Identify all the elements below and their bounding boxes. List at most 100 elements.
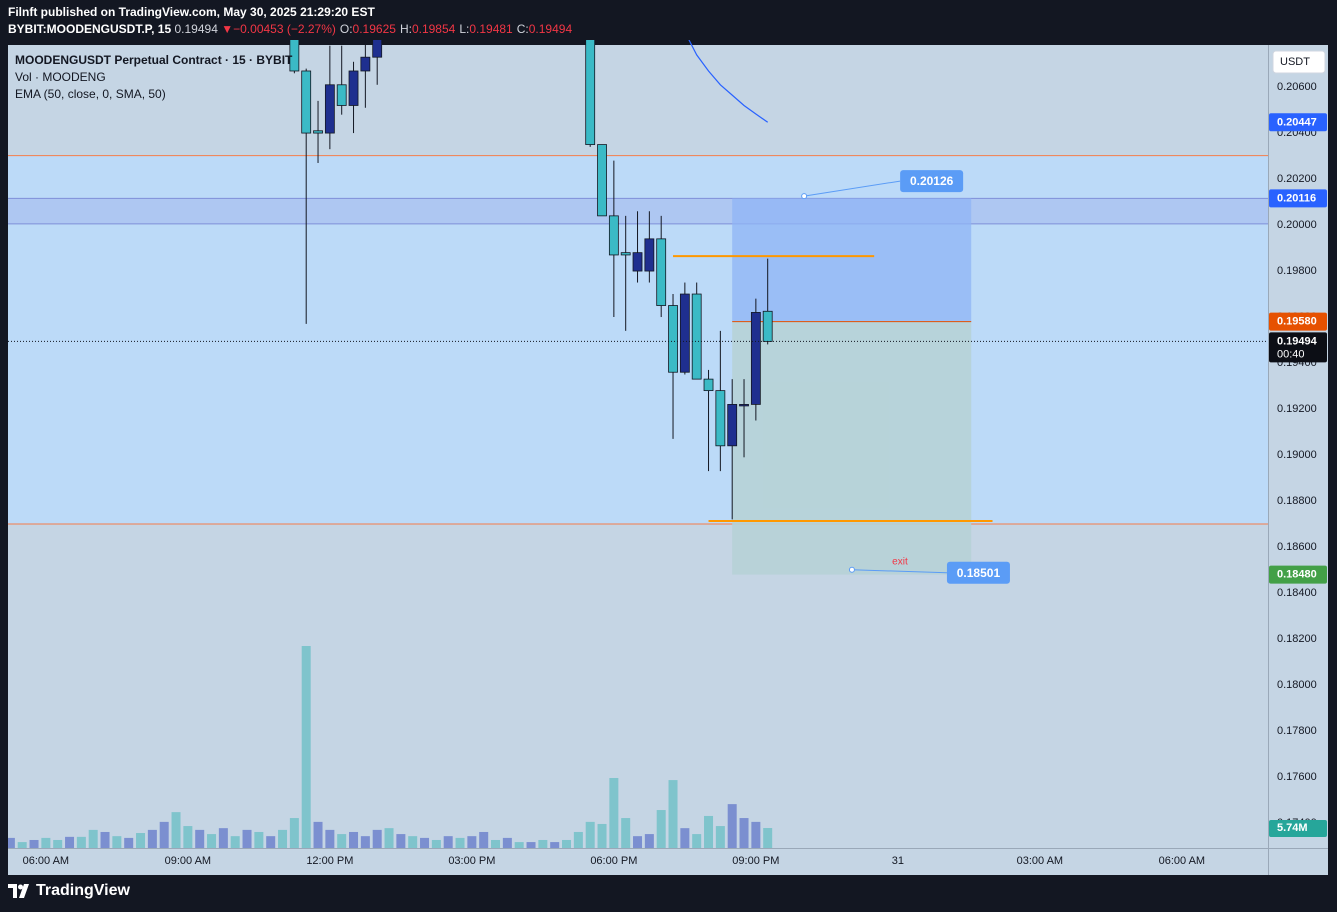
volume-bar <box>621 818 631 848</box>
volume-bar <box>609 777 619 848</box>
volume-bar <box>763 828 773 848</box>
volume-bar <box>218 828 228 848</box>
volume-bar <box>656 810 666 848</box>
candle-body <box>620 252 631 256</box>
volume-bar <box>443 836 453 848</box>
ohlc-key: H: <box>399 22 412 36</box>
volume-bar <box>526 842 536 848</box>
candle-body <box>668 305 678 373</box>
candle-body <box>372 40 383 58</box>
callout-line <box>804 180 901 197</box>
volume-bar <box>704 815 714 848</box>
volume-bar <box>562 839 572 848</box>
volume-bar <box>301 646 311 848</box>
candle-body <box>360 56 371 72</box>
legend-ema: EMA (50, close, 0, SMA, 50) <box>15 87 166 101</box>
volume-bar <box>65 836 75 848</box>
header: Filnft published on TradingView.com, May… <box>8 4 572 38</box>
candle-body <box>324 84 335 134</box>
volume-bar <box>325 829 335 848</box>
axes: 0.206000.204000.202000.200000.198000.196… <box>23 81 1327 867</box>
currency: USDT <box>1280 56 1310 68</box>
volume-bar <box>171 812 181 848</box>
symbol: BYBIT:MOODENGUSDT.P, 15 <box>8 22 172 36</box>
candle-body <box>739 404 749 407</box>
x-tick-label: 09:00 PM <box>732 855 779 867</box>
volume-bar <box>668 780 678 848</box>
volume-bar <box>8 837 15 848</box>
y-tick-label: 0.17800 <box>1277 725 1317 737</box>
volume-bar <box>41 837 51 848</box>
volume-bar <box>313 821 323 848</box>
callout-line <box>851 569 947 574</box>
quote: BYBIT:MOODENGUSDT.P, 15 0.19494 ▼−0.0045… <box>8 21 572 38</box>
callout-box <box>946 561 1010 584</box>
volume-bar <box>266 836 276 848</box>
volume-bar <box>289 818 299 848</box>
y-tick-label: 0.20200 <box>1277 173 1317 185</box>
candle-body <box>750 312 761 405</box>
callout-box <box>900 170 964 193</box>
candle-body <box>715 390 726 447</box>
volume-bar <box>573 831 583 848</box>
volume-bar <box>183 826 193 848</box>
candle-body <box>608 215 619 256</box>
published-text: Filnft published on TradingView.com, May… <box>8 5 375 19</box>
price-tag-label: 0.20447 <box>1277 116 1317 128</box>
candle-body <box>703 378 714 392</box>
callout-anchor <box>848 566 855 573</box>
ohlc-value: 0.19494 <box>528 22 573 36</box>
volume-bar <box>278 829 288 848</box>
volume-bar <box>29 839 39 848</box>
volume-bar <box>514 842 524 848</box>
volume-bar <box>53 839 63 848</box>
candle-body <box>632 252 643 272</box>
volume-bar <box>727 804 737 848</box>
y-tick-label: 0.18200 <box>1277 633 1317 645</box>
brand-logo <box>8 884 29 898</box>
volume-bar <box>112 836 122 848</box>
volume-bar <box>479 831 489 848</box>
volume-bar <box>159 821 169 848</box>
volume-bar <box>739 818 749 848</box>
ohlc-value: 0.19481 <box>469 22 513 36</box>
volume-bar <box>455 837 465 848</box>
price-tag-countdown: 00:40 <box>1277 348 1305 360</box>
volume-bar <box>680 828 690 848</box>
volume-bar <box>715 826 725 848</box>
y-tick-label: 0.18600 <box>1277 541 1317 553</box>
volume-bar <box>420 837 430 848</box>
brand: TradingView <box>36 882 130 899</box>
volume-bar <box>230 836 240 848</box>
candle-body <box>656 238 667 306</box>
volume-bar <box>751 821 761 848</box>
candle-body <box>336 84 347 106</box>
volume-bar <box>360 836 370 848</box>
price-tag-label: 0.19580 <box>1277 316 1317 328</box>
volume-tag <box>1269 820 1327 838</box>
volume-bar <box>692 834 702 848</box>
price-tag <box>1269 565 1327 584</box>
callout-label: 0.20126 <box>910 174 954 188</box>
volume-bar <box>195 829 205 848</box>
volume-bar <box>396 834 406 848</box>
volume-bar <box>502 837 512 848</box>
candle-body <box>289 40 300 72</box>
change: −0.00453 (−2.27%) <box>233 22 336 36</box>
candle-body <box>313 130 323 134</box>
x-tick-label: 03:00 AM <box>1017 855 1063 867</box>
volume-bar <box>136 833 146 848</box>
currency-button[interactable] <box>1272 50 1326 74</box>
price-tag <box>1269 113 1327 132</box>
time-axis-background <box>8 848 1328 875</box>
ohlc: O:0.19625 H:0.19854 L:0.19481 C:0.19494 <box>336 22 572 36</box>
x-tick-label: 06:00 PM <box>590 855 637 867</box>
volume-bar <box>100 831 110 848</box>
volume-tag-label: 5.74M <box>1277 822 1308 834</box>
candle-body <box>301 70 312 134</box>
volume-bar <box>88 829 98 848</box>
y-tick-label: 0.20000 <box>1277 219 1317 231</box>
volume-bar <box>147 829 157 848</box>
legend-volume: Vol · MOODENG <box>15 70 106 84</box>
volume-bar <box>372 829 382 848</box>
